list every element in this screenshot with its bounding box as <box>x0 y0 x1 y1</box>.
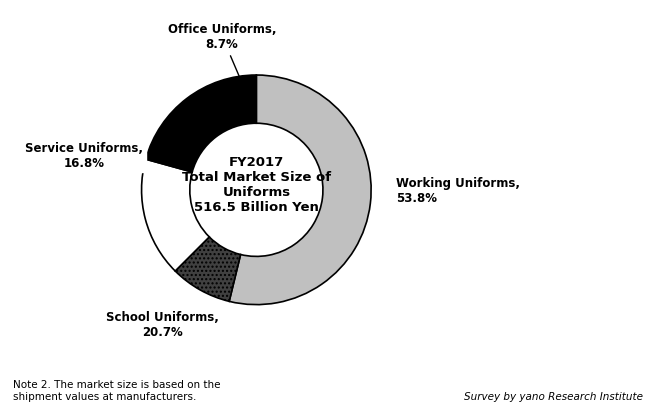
Text: Service Uniforms,
16.8%: Service Uniforms, 16.8% <box>25 142 143 170</box>
Wedge shape <box>175 237 241 302</box>
Wedge shape <box>146 76 256 173</box>
Text: Note 2. The market size is based on the
shipment values at manufacturers.: Note 2. The market size is based on the … <box>13 379 221 401</box>
Text: Office Uniforms,
8.7%: Office Uniforms, 8.7% <box>167 23 276 83</box>
Text: School Uniforms,
20.7%: School Uniforms, 20.7% <box>106 311 219 339</box>
Text: Working Uniforms,
53.8%: Working Uniforms, 53.8% <box>397 177 520 204</box>
Wedge shape <box>141 160 209 271</box>
Text: Survey by yano Research Institute: Survey by yano Research Institute <box>463 391 643 401</box>
Wedge shape <box>229 76 371 305</box>
Text: FY2017
Total Market Size of
Uniforms
516.5 Billion Yen: FY2017 Total Market Size of Uniforms 516… <box>182 156 331 213</box>
